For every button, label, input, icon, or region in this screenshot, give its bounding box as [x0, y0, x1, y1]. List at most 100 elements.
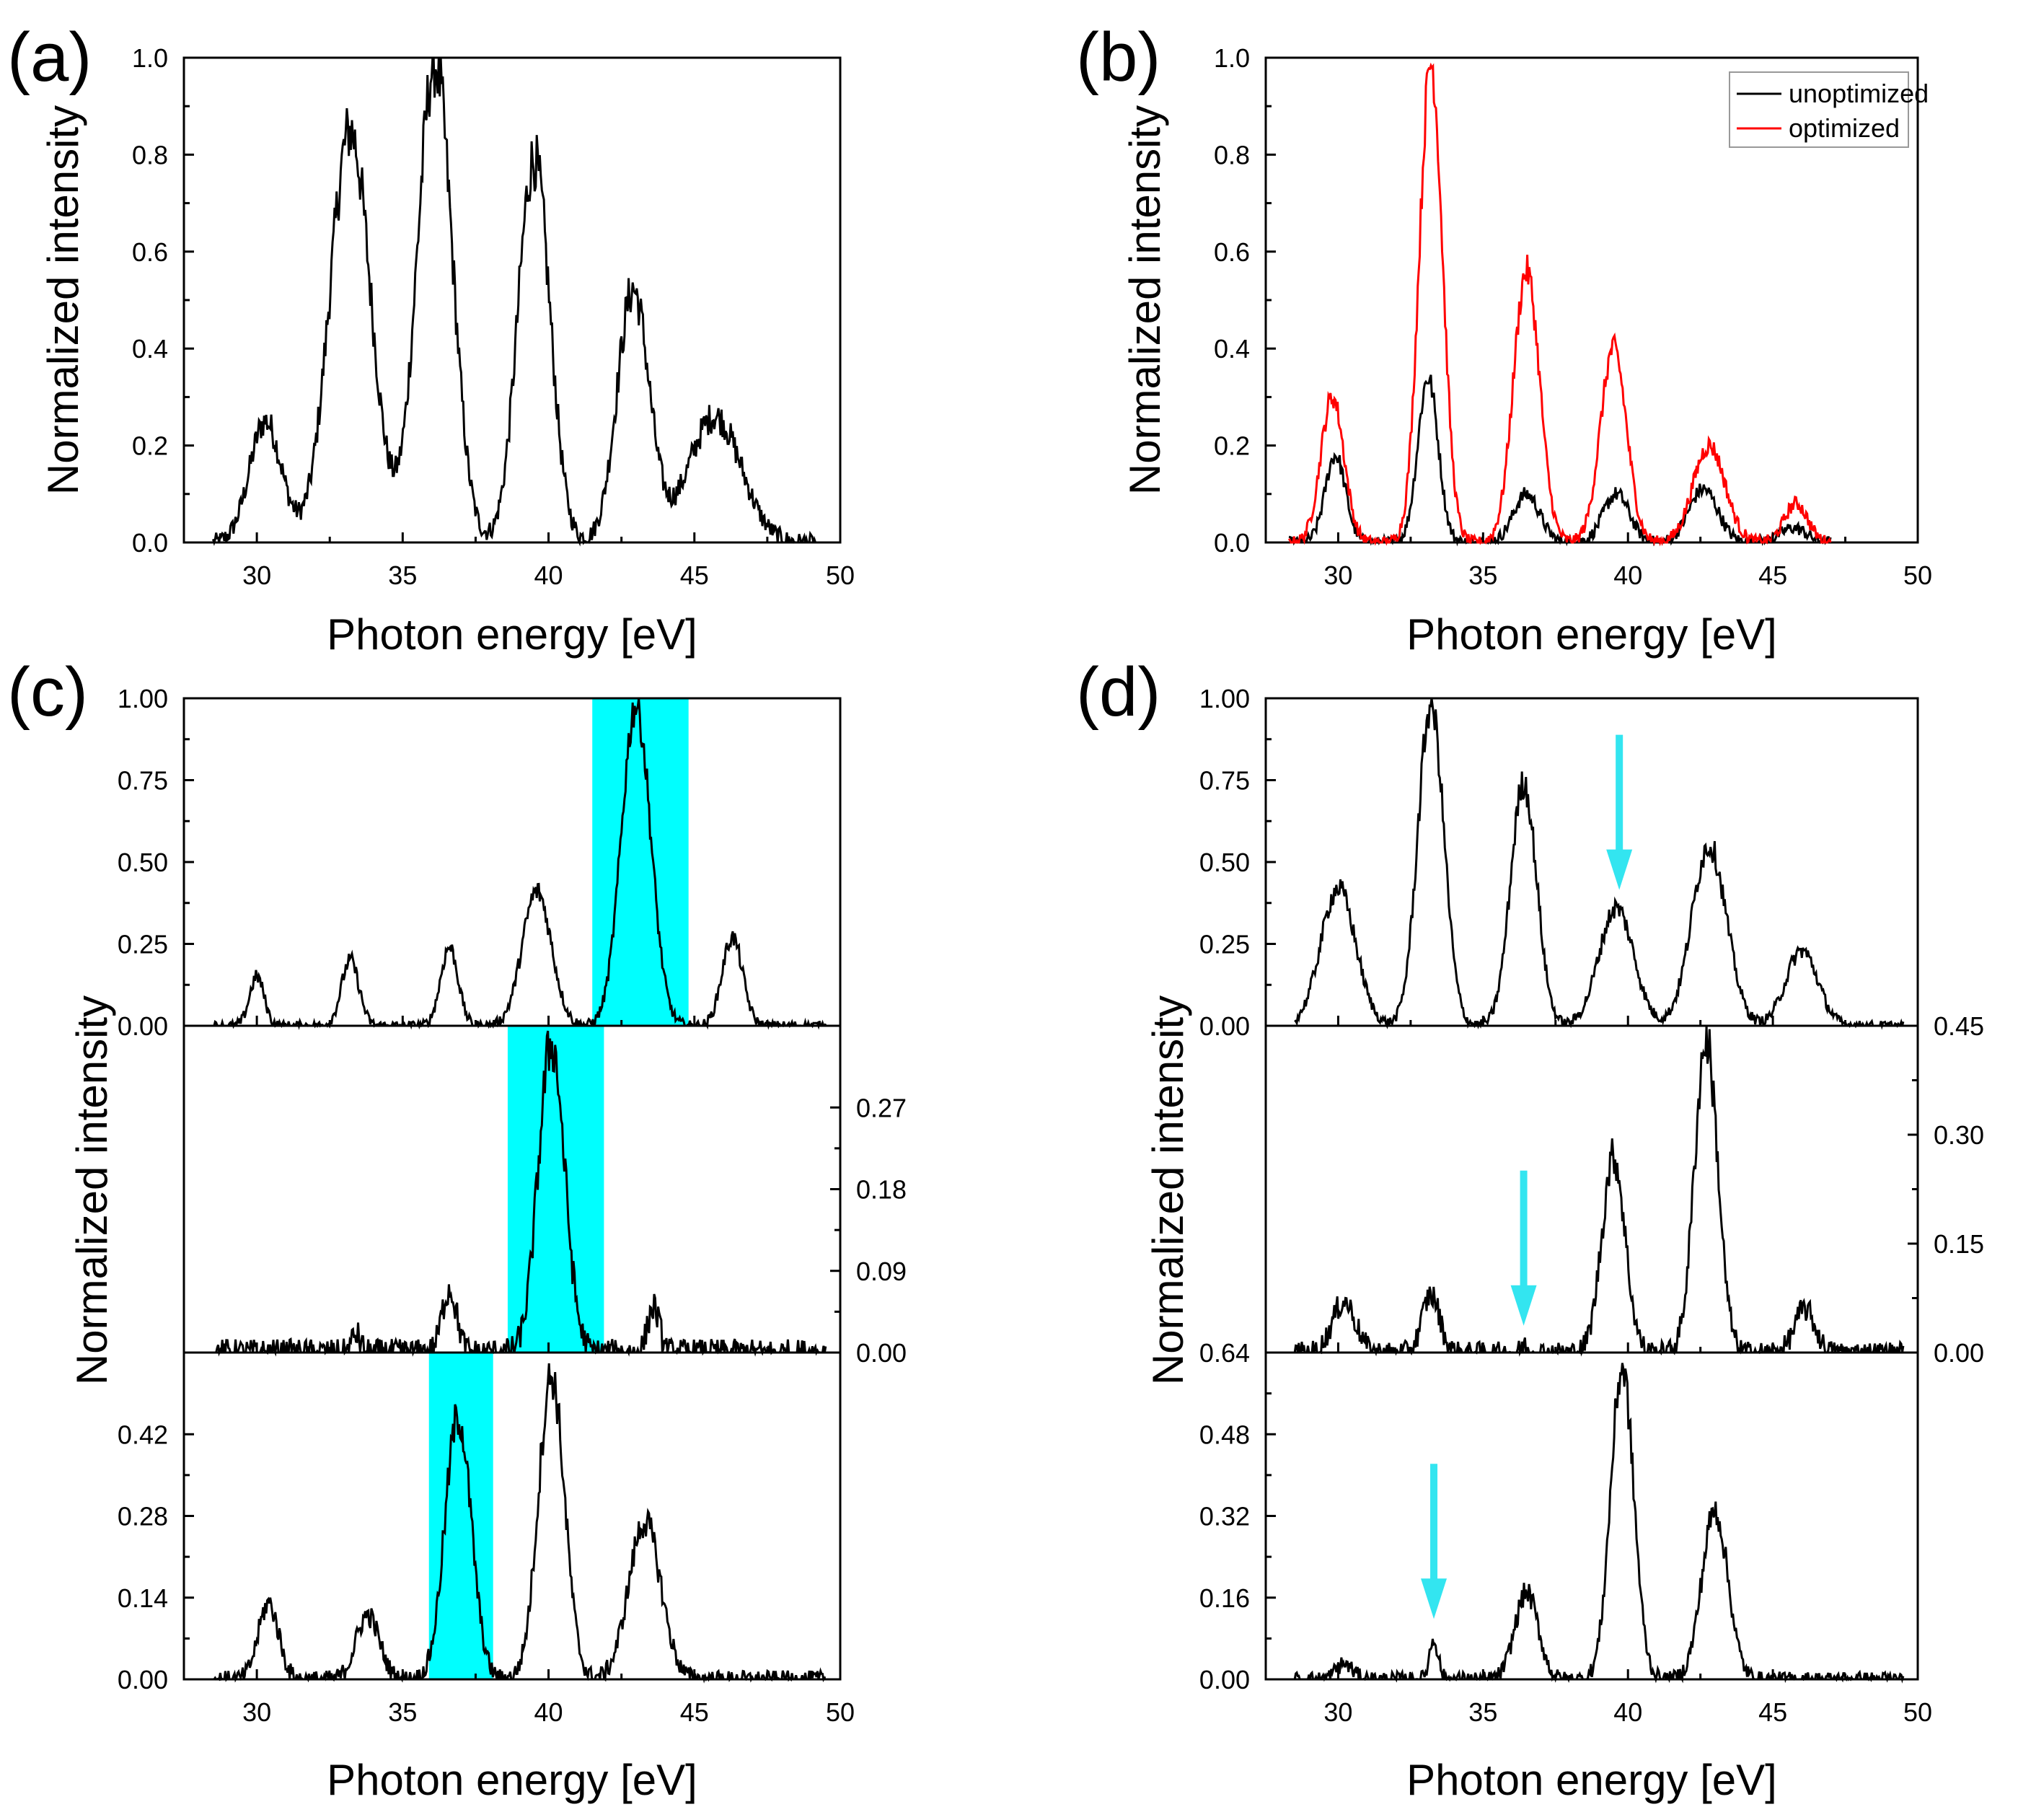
y-tick-label-c-1-2: 0.18 — [856, 1175, 907, 1205]
y-tick-label-c-2-2: 0.28 — [118, 1502, 168, 1531]
arrow-head-d-0 — [1606, 849, 1633, 890]
x-tick-label-c-2-3: 45 — [680, 1697, 709, 1727]
y-tick-label-d-2-4: 0.64 — [1199, 1338, 1250, 1368]
legend-label-unoptimized: unoptimized — [1789, 79, 1929, 108]
y-axis-title-c: Normalized intensity — [68, 995, 116, 1385]
x-tick-label-d-2-3: 45 — [1758, 1697, 1787, 1727]
x-tick-label-a-2: 40 — [534, 560, 563, 590]
y-tick-label-c-1-0: 0.00 — [856, 1338, 907, 1368]
arrow-head-d-1 — [1510, 1285, 1537, 1326]
x-tick-label-c-2-4: 50 — [826, 1697, 855, 1727]
x-tick-label-d-2-4: 50 — [1903, 1697, 1932, 1727]
panel-label-c: (c) — [7, 654, 88, 731]
y-tick-label-b-3: 0.6 — [1214, 237, 1250, 267]
ticks-c: 0.00 0.25 0.50 0.75 1.00 0.00 0.09 0.18 0.27 0.00… — [118, 684, 907, 1727]
panel-a: 30 35 40 45 50 0.0 0.2 0.4 0.6 0.8 1.0 Photon ener… — [39, 43, 855, 659]
x-tick-label-c-2-0: 30 — [242, 1697, 271, 1727]
x-tick-label-a-0: 30 — [242, 560, 271, 590]
x-tick-label-a-3: 45 — [680, 560, 709, 590]
series-b-unoptimized — [1288, 374, 1832, 547]
marks-d — [1293, 698, 1905, 1684]
marks-c — [213, 698, 827, 1684]
panel-d: 0.00 0.25 0.50 0.75 1.00 0.00 0.15 0.30 0.45 0.00… — [1144, 684, 1984, 1804]
panel-label-a: (a) — [7, 19, 92, 96]
x-tick-label-a-4: 50 — [826, 560, 855, 590]
x-tick-label-b-1: 35 — [1468, 560, 1497, 590]
plot-frame-d — [1264, 697, 1919, 1681]
y-tick-label-a-5: 1.0 — [132, 43, 168, 73]
highlight-band-c-1 — [507, 1026, 604, 1353]
y-tick-label-b-2: 0.4 — [1214, 334, 1250, 364]
y-tick-label-d-2-2: 0.32 — [1199, 1502, 1250, 1531]
y-tick-label-d-2-1: 0.16 — [1199, 1583, 1250, 1613]
marks-a — [211, 56, 817, 547]
x-tick-label-b-3: 45 — [1758, 560, 1787, 590]
legend-box — [1729, 71, 1909, 148]
y-tick-label-d-2-0: 0.00 — [1199, 1665, 1250, 1694]
y-tick-label-d-0-0: 0.00 — [1199, 1011, 1250, 1041]
x-tick-label-d-2-2: 40 — [1613, 1697, 1642, 1727]
y-axis-title-d: Normalized intensity — [1144, 995, 1192, 1385]
y-tick-label-c-1-1: 0.09 — [856, 1257, 907, 1286]
y-tick-label-d-0-1: 0.25 — [1199, 930, 1250, 959]
y-tick-label-c-0-3: 0.75 — [118, 766, 168, 796]
y-axis-title-a: Normalized intensity — [39, 105, 87, 495]
x-axis-title-d: Photon energy [eV] — [1406, 1756, 1777, 1804]
series-d-2 — [1293, 1363, 1905, 1684]
ticks-d: 0.00 0.25 0.50 0.75 1.00 0.00 0.15 0.30 0.45 0.00… — [1199, 684, 1984, 1727]
y-tick-label-c-0-4: 1.00 — [118, 684, 168, 713]
y-tick-label-c-2-0: 0.00 — [118, 1665, 168, 1694]
series-d-1 — [1293, 1025, 1905, 1357]
y-tick-label-c-0-2: 0.50 — [118, 848, 168, 877]
ticks-b: 30 35 40 45 50 0.0 0.2 0.4 0.6 0.8 1.0 — [1214, 43, 1932, 590]
y-tick-label-d-0-4: 1.00 — [1199, 684, 1250, 713]
y-tick-label-b-4: 0.8 — [1214, 140, 1250, 170]
y-tick-label-d-0-3: 0.75 — [1199, 766, 1250, 796]
series-c-2 — [213, 1363, 826, 1684]
y-tick-label-c-0-1: 0.25 — [118, 930, 168, 959]
x-tick-label-c-2-1: 35 — [388, 1697, 417, 1727]
y-tick-label-d-1-0: 0.00 — [1934, 1338, 1984, 1368]
legend: unoptimized optimized — [1729, 71, 1929, 148]
y-tick-label-c-2-3: 0.42 — [118, 1420, 168, 1449]
series-c-0 — [213, 698, 827, 1030]
y-tick-label-c-1-3: 0.27 — [856, 1093, 907, 1122]
y-tick-label-b-5: 1.0 — [1214, 43, 1250, 73]
arrow-head-d-2 — [1421, 1578, 1448, 1619]
y-tick-label-d-2-3: 0.48 — [1199, 1420, 1250, 1449]
y-tick-label-a-4: 0.8 — [132, 140, 168, 170]
x-axis-title-c: Photon energy [eV] — [327, 1756, 697, 1804]
series-b-optimized — [1287, 62, 1832, 547]
y-axis-title-b: Normalized intensity — [1121, 105, 1169, 495]
panel-c: 0.00 0.25 0.50 0.75 1.00 0.00 0.09 0.18 0.27 0.00… — [68, 684, 907, 1804]
y-tick-label-a-1: 0.2 — [132, 431, 168, 461]
x-axis-title-a: Photon energy [eV] — [327, 610, 697, 659]
x-tick-label-b-0: 30 — [1323, 560, 1352, 590]
series-a-spectrum — [211, 56, 817, 547]
y-tick-label-c-0-0: 0.00 — [118, 1011, 168, 1041]
x-tick-label-d-2-0: 30 — [1323, 1697, 1352, 1727]
x-tick-label-a-1: 35 — [388, 560, 417, 590]
panel-label-b: (b) — [1076, 19, 1160, 96]
y-tick-label-d-1-2: 0.30 — [1934, 1120, 1984, 1150]
x-tick-label-b-4: 50 — [1903, 560, 1932, 590]
series-d-0 — [1294, 698, 1905, 1030]
y-tick-label-a-3: 0.6 — [132, 237, 168, 267]
x-axis-title-b: Photon energy [eV] — [1406, 610, 1777, 659]
y-tick-label-b-0: 0.0 — [1214, 528, 1250, 558]
y-tick-label-d-1-1: 0.15 — [1934, 1229, 1984, 1259]
x-tick-label-c-2-2: 40 — [534, 1697, 563, 1727]
legend-label-optimized: optimized — [1789, 113, 1900, 143]
panel-label-d: (d) — [1076, 654, 1160, 731]
x-tick-label-b-2: 40 — [1613, 560, 1642, 590]
y-tick-label-a-2: 0.4 — [132, 334, 168, 364]
y-tick-label-c-2-1: 0.14 — [118, 1583, 168, 1613]
ticks-a: 30 35 40 45 50 0.0 0.2 0.4 0.6 0.8 1.0 — [132, 43, 855, 590]
y-tick-label-d-1-3: 0.45 — [1934, 1011, 1984, 1041]
y-tick-label-b-1: 0.2 — [1214, 431, 1250, 461]
x-tick-label-d-2-1: 35 — [1468, 1697, 1497, 1727]
panel-b: 30 35 40 45 50 0.0 0.2 0.4 0.6 0.8 1.0 Photon ener… — [1121, 43, 1932, 659]
y-tick-label-d-0-2: 0.50 — [1199, 848, 1250, 877]
marks-b — [1287, 62, 1832, 547]
